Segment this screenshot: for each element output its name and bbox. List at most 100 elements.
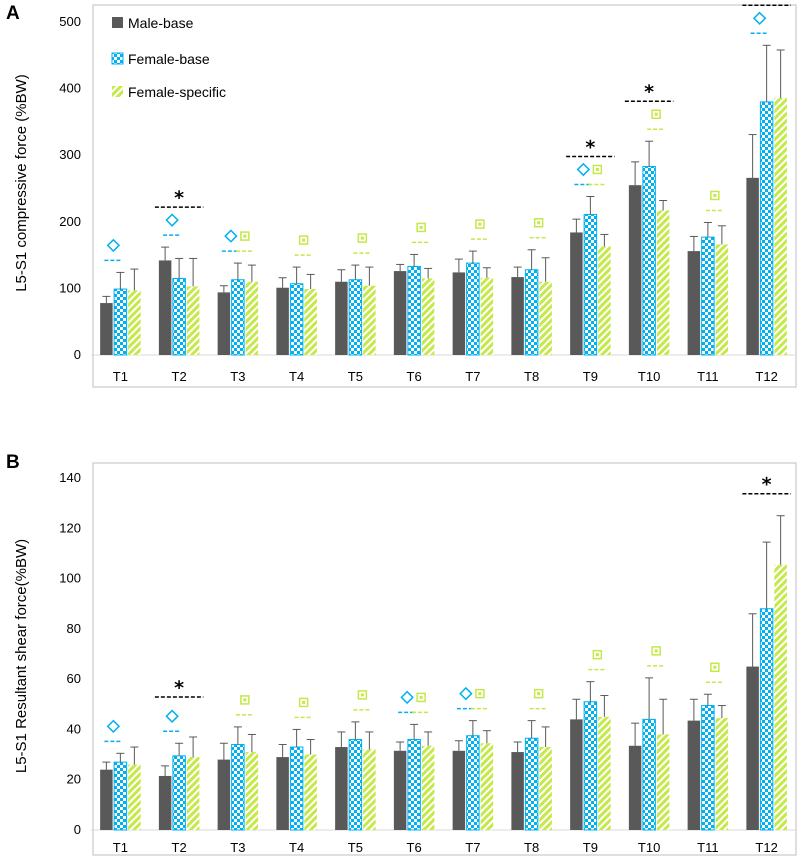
- bar-female-base: [466, 735, 480, 831]
- square-marker-dot: [478, 222, 482, 226]
- bar-male-base: [158, 775, 172, 830]
- bar-female-base: [583, 213, 598, 356]
- bar-female-base: [231, 744, 245, 831]
- square-marker-dot: [595, 653, 599, 657]
- x-tick-label: T7: [465, 840, 480, 855]
- bar-female-base: [289, 746, 304, 831]
- bar-female-specific: [304, 754, 317, 830]
- significance-star-icon: *: [762, 474, 772, 496]
- x-tick-label: T4: [289, 840, 304, 855]
- square-marker-dot: [302, 700, 306, 704]
- bar-female-base: [642, 718, 656, 831]
- diamond-marker-icon: [752, 11, 767, 26]
- bar-female-specific: [480, 277, 494, 355]
- diamond-marker-icon: [459, 686, 473, 701]
- diamond-marker-icon: [224, 229, 238, 243]
- square-marker-dot: [654, 112, 658, 116]
- square-marker-dot: [537, 221, 541, 225]
- x-tick-label: T2: [172, 369, 187, 384]
- panel-a-label: A: [6, 3, 20, 24]
- x-tick-label: T1: [113, 369, 128, 384]
- bar-female-specific: [774, 97, 787, 355]
- bar-male-base: [511, 752, 524, 830]
- square-marker-dot: [419, 225, 423, 229]
- bar-female-specific: [656, 210, 670, 355]
- bar-female-base: [348, 279, 363, 356]
- x-tick-label: T9: [583, 840, 598, 855]
- y-tick-label: 0: [74, 822, 81, 837]
- legend-item-male-base: Male-base: [112, 15, 194, 31]
- x-tick-label: T8: [524, 840, 539, 855]
- x-tick-label: T3: [230, 840, 245, 855]
- bar-male-base: [158, 260, 172, 355]
- bar-female-specific: [598, 246, 611, 355]
- panel-b: B L5-S1 Resultant shear force(%BW) 0 20 40…: [6, 452, 797, 856]
- y-tick-label: 60: [67, 671, 81, 686]
- bar-female-base: [466, 262, 480, 356]
- bar-female-specific: [774, 564, 787, 830]
- x-tick-label: T5: [348, 369, 363, 384]
- significance-star-icon: *: [585, 136, 595, 158]
- bar-female-specific: [656, 734, 670, 830]
- y-tick-label: 40: [67, 721, 81, 736]
- significance-star-icon: *: [174, 187, 184, 209]
- bar-female-base: [407, 738, 421, 831]
- panel-a-legend: Male-base Female-base Female-specific: [111, 15, 226, 100]
- bar-male-base: [628, 185, 642, 355]
- legend-item-female-specific: Female-specific: [112, 84, 226, 100]
- x-tick-label: T10: [638, 369, 660, 384]
- panel-b-label: B: [6, 452, 20, 473]
- x-tick-label: T5: [348, 840, 363, 855]
- diamond-marker-icon: [576, 162, 591, 177]
- x-tick-label: T1: [113, 840, 128, 855]
- panel-b-y-axis-label: L5-S1 Resultant shear force(%BW): [13, 539, 30, 773]
- bar-female-specific: [128, 290, 141, 355]
- significance-star-icon: *: [762, 0, 772, 7]
- bar-male-base: [628, 745, 642, 830]
- square-marker-dot: [243, 234, 247, 238]
- bar-female-specific: [245, 752, 259, 830]
- bar-female-base: [759, 608, 774, 831]
- panel-b-frame: [92, 462, 797, 856]
- y-tick-label: 20: [67, 772, 81, 787]
- square-marker-dot: [302, 238, 306, 242]
- y-tick-label: 400: [59, 81, 81, 96]
- bar-female-specific: [304, 289, 317, 355]
- bar-male-base: [452, 750, 466, 830]
- legend-label-male-base: Male-base: [128, 15, 194, 31]
- legend-swatch-female-base: [111, 52, 124, 65]
- panel-a-y-axis-label: L5-S1 compressive force (%BW): [13, 74, 30, 292]
- diamond-marker-icon: [106, 719, 121, 734]
- x-tick-label: T12: [755, 840, 777, 855]
- bar-female-base: [583, 701, 598, 831]
- square-marker-dot: [713, 665, 717, 669]
- bar-male-base: [452, 272, 466, 355]
- bar-male-base: [511, 277, 524, 355]
- bar-female-base: [289, 283, 304, 356]
- legend-swatch-male-base: [112, 17, 123, 28]
- x-tick-label: T3: [230, 369, 245, 384]
- bar-male-base: [746, 666, 759, 830]
- square-marker-dot: [243, 698, 247, 702]
- panel-a-frame: [92, 4, 797, 388]
- panel-a: A L5-S1 compressive force (%BW) 0 100 200 3…: [6, 0, 797, 388]
- bar-male-base: [335, 747, 348, 830]
- bar-female-specific: [715, 244, 729, 355]
- bar-female-base: [701, 705, 715, 831]
- y-tick-label: 100: [59, 280, 81, 295]
- bar-male-base: [217, 292, 231, 355]
- bar-male-base: [276, 757, 289, 830]
- bar-male-base: [100, 769, 113, 830]
- bar-male-base: [335, 281, 348, 355]
- square-marker-dot: [419, 695, 423, 699]
- bar-male-base: [217, 759, 231, 830]
- bar-female-specific: [421, 278, 435, 355]
- x-tick-label: T6: [407, 369, 422, 384]
- bar-female-specific: [363, 749, 376, 830]
- y-tick-label: 80: [67, 621, 81, 636]
- bar-female-specific: [363, 285, 376, 355]
- bar-female-base: [113, 288, 128, 356]
- panel-b-plot: 0 20 40 60 80 100 120 140 T1 T2 * T3 T4 T5 T6 T7 T8 T9 T10…: [59, 470, 796, 855]
- x-tick-label: T8: [524, 369, 539, 384]
- bar-male-base: [687, 251, 701, 355]
